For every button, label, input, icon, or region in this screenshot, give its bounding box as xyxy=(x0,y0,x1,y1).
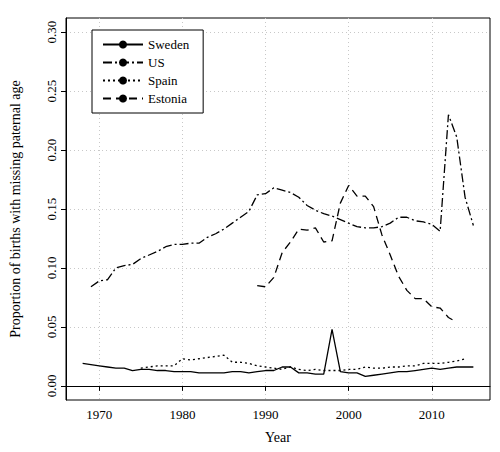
svg-text:0.20: 0.20 xyxy=(44,139,59,162)
svg-text:Estonia: Estonia xyxy=(148,91,187,106)
svg-text:2010: 2010 xyxy=(419,407,445,422)
svg-text:0.15: 0.15 xyxy=(44,198,59,221)
svg-text:Spain: Spain xyxy=(148,73,178,88)
svg-text:1990: 1990 xyxy=(253,407,279,422)
svg-text:1980: 1980 xyxy=(169,407,195,422)
svg-text:0.00: 0.00 xyxy=(44,374,59,397)
svg-text:Sweden: Sweden xyxy=(148,37,190,52)
svg-text:Proportion of births with miss: Proportion of births with missing patern… xyxy=(8,80,23,337)
svg-text:0.30: 0.30 xyxy=(44,21,59,44)
svg-text:Year: Year xyxy=(265,430,291,445)
svg-text:2000: 2000 xyxy=(336,407,362,422)
svg-text:0.10: 0.10 xyxy=(44,257,59,280)
svg-text:0.05: 0.05 xyxy=(44,316,59,339)
svg-text:US: US xyxy=(148,55,165,70)
svg-text:0.25: 0.25 xyxy=(44,80,59,103)
svg-text:1970: 1970 xyxy=(86,407,112,422)
